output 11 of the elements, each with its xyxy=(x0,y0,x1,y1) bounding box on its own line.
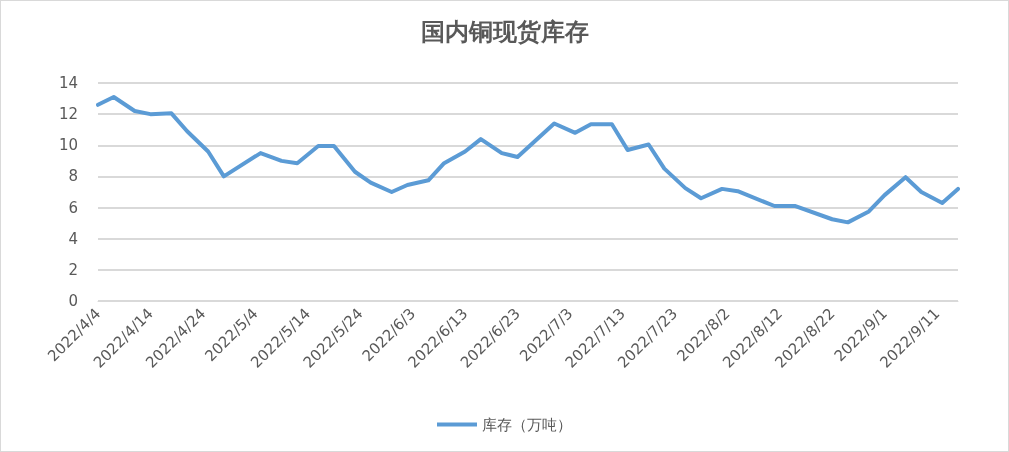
y-tick-label: 4 xyxy=(68,229,78,248)
y-tick-label: 0 xyxy=(68,292,78,310)
y-tick-label: 6 xyxy=(68,198,78,217)
y-tick-label: 12 xyxy=(58,105,78,124)
y-tick-label: 10 xyxy=(58,136,78,155)
y-tick-label: 8 xyxy=(68,167,78,186)
chart-title: 国内铜现货库存 xyxy=(420,18,589,46)
y-tick-label: 14 xyxy=(58,74,78,92)
y-tick-label: 2 xyxy=(68,260,78,279)
legend-label: 库存（万吨） xyxy=(482,415,572,434)
line-series xyxy=(96,95,960,225)
